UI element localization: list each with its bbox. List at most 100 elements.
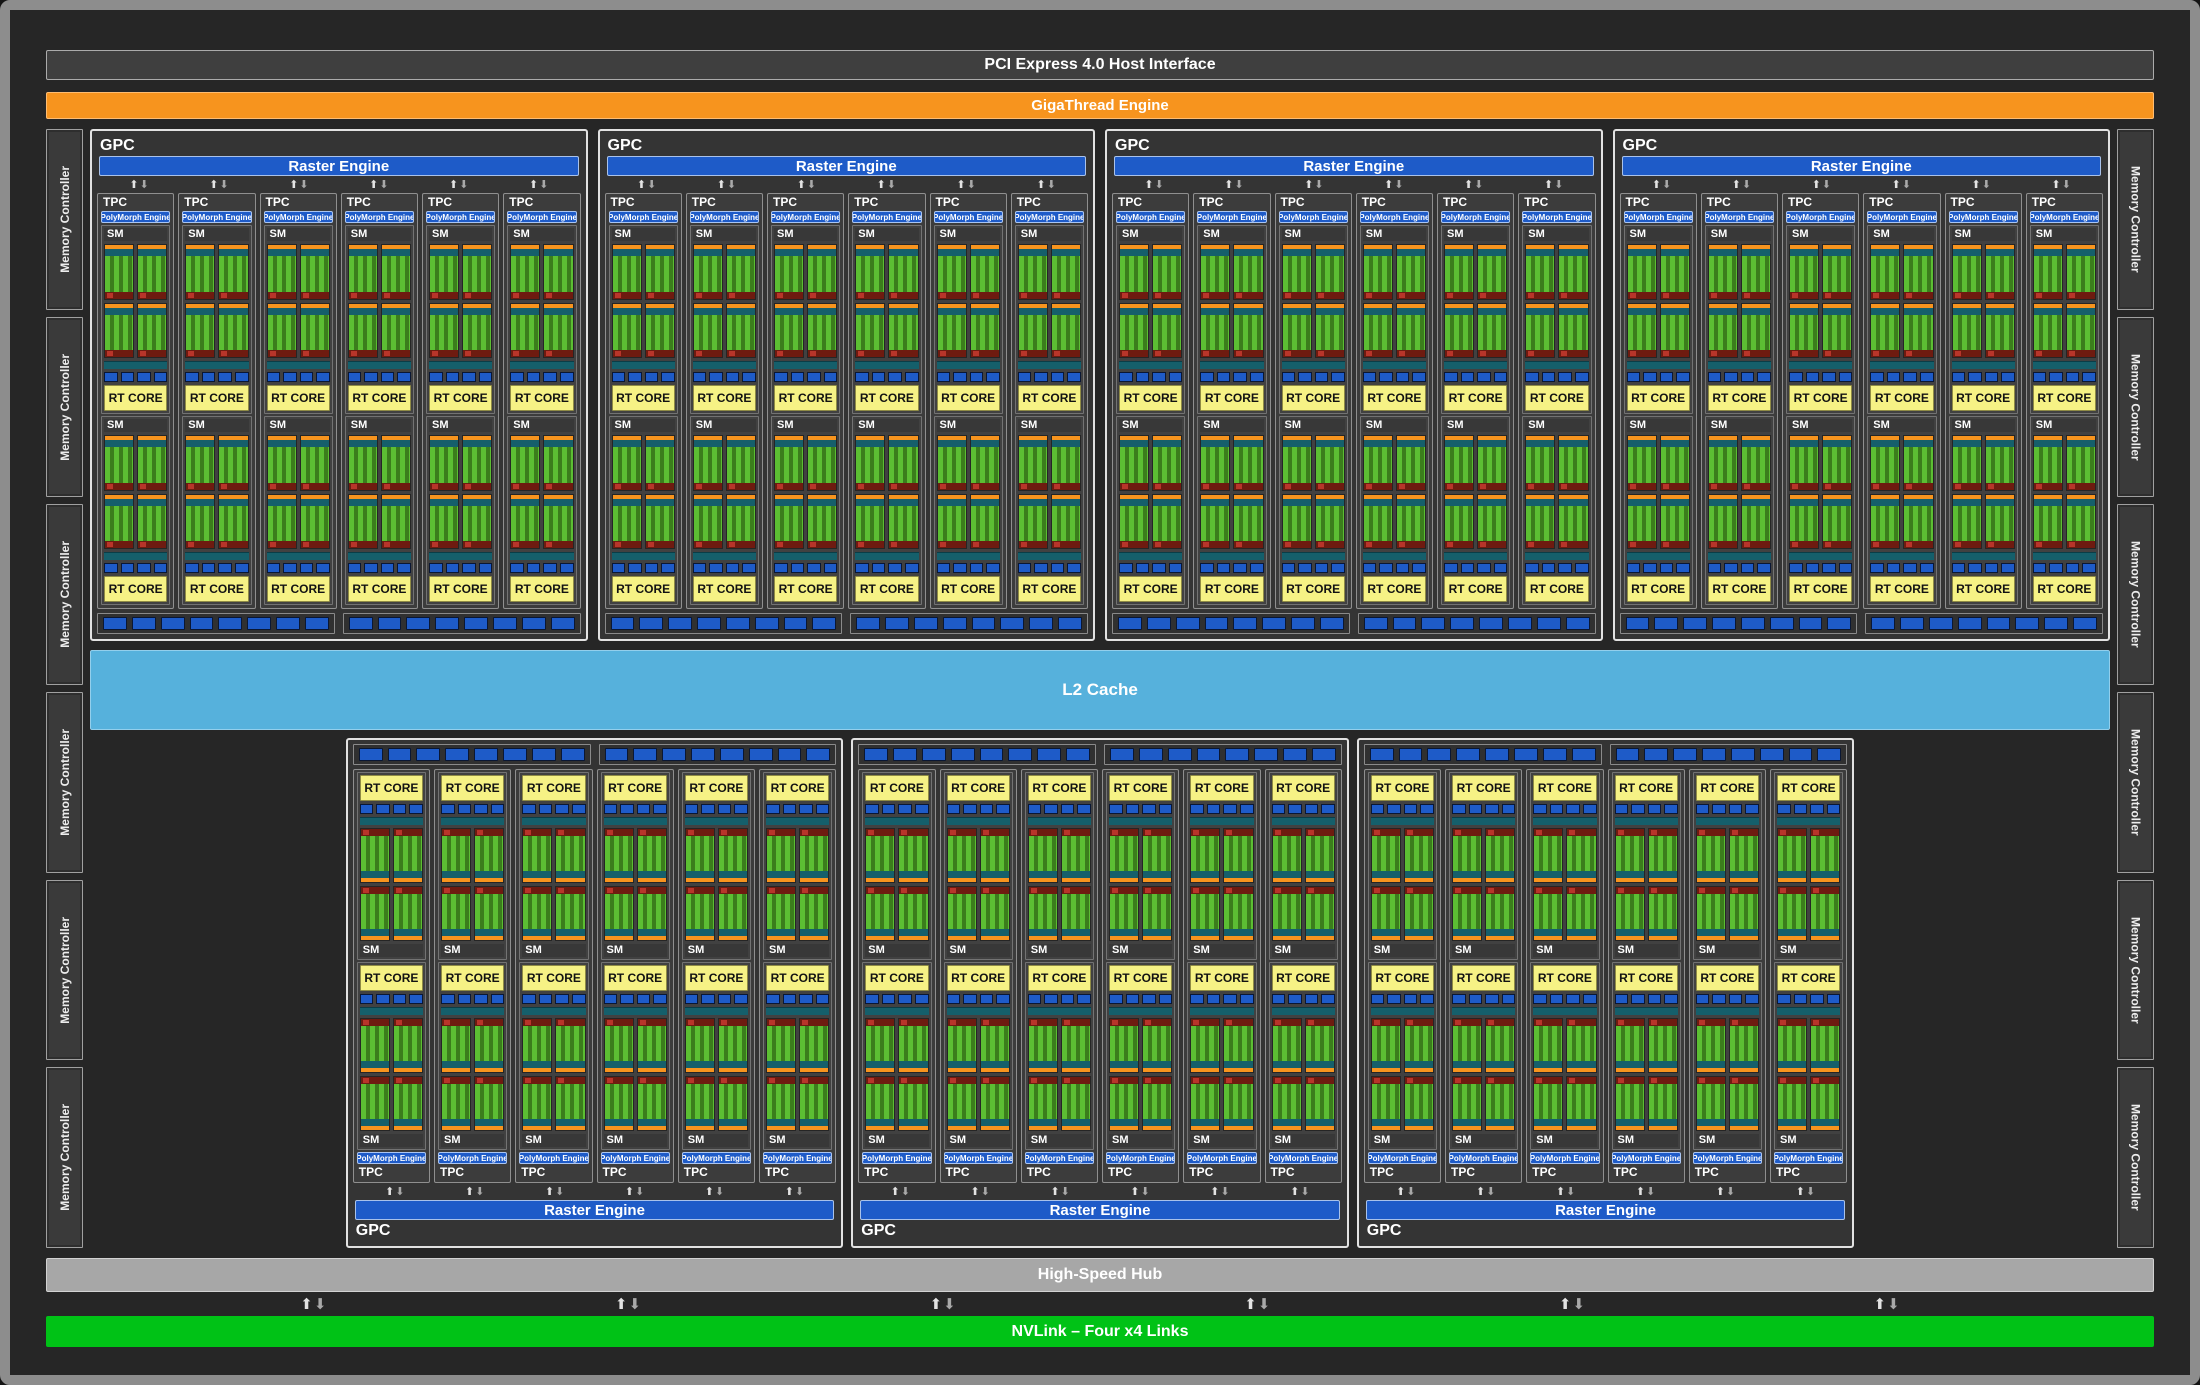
core-array [105,256,134,292]
arrow-up-icon: ⬆ [384,1185,395,1198]
core-array [1453,1026,1482,1061]
core-top-bar [1018,494,1047,499]
core-array [348,447,377,483]
core-array [1153,505,1182,541]
core-bottom-bar [1143,887,1172,894]
lsu-segment [1789,563,1803,573]
core-top-bar [267,245,296,249]
core-block [137,302,168,358]
lsu-segment [1626,372,1641,382]
sm-label: SM [1281,228,1345,241]
core-bottom-bar [1315,291,1344,299]
core-block [1566,1018,1597,1073]
core-corner-cell [647,483,654,489]
core-bottom-bar [1615,1077,1644,1084]
core-bottom-bar [1534,1019,1563,1026]
core-grid [441,1018,505,1131]
lsu-row [1200,372,1264,382]
core-mid-bar [1904,249,1933,256]
core-top-bar [267,303,296,308]
core-top-bar [1028,936,1057,940]
core-top-bar [1191,1126,1220,1130]
core-bottom-bar [1627,350,1656,357]
core-mid-bar [937,498,966,506]
core-bottom-bar [442,1077,471,1084]
core-corner-cell [1203,483,1210,489]
core-array [1371,1084,1400,1119]
lsu-row [855,372,919,382]
lsu-segment [782,994,797,1004]
lsu-row [774,372,838,382]
core-block [137,493,168,549]
core-mid-bar [1028,1119,1057,1126]
lsu-segment [1707,563,1722,573]
polymorph-engine-badge: PolyMorph Engine [1116,211,1186,223]
core-array [1051,314,1080,350]
sm-label: SM [266,228,330,241]
core-bottom-bar [1811,829,1840,836]
core-mid-bar [1453,1119,1482,1126]
sm-label: SM [766,1134,830,1147]
core-bottom-bar [1567,887,1596,894]
polymorph-engine-badge: PolyMorph Engine [507,211,577,223]
memory-controller-label: Memory Controller [57,541,72,649]
lsu-segment [1281,372,1296,382]
core-top-bar [393,878,422,882]
edge-strips-row [858,744,1342,765]
l1-cache-bar [1707,552,1771,560]
lsu-segment [953,372,967,382]
core-corner-cell [891,542,898,547]
tpc-label: TPC [1369,1165,1394,1179]
sm-label: SM [946,944,1010,957]
lsu-segment [1525,372,1539,382]
core-mid-bar [1478,307,1507,315]
lsu-segment [636,804,651,814]
core-bottom-bar [1696,1077,1725,1084]
lsu-segment [1805,372,1820,382]
lsu-segment [1271,994,1286,1004]
lsu-segment [1067,563,1081,573]
core-block [1109,828,1140,883]
sm-label: SM [1533,1134,1597,1147]
core-block [1533,1076,1564,1131]
sm-label: SM [774,228,838,241]
core-mid-bar [1272,1061,1301,1068]
tpc-block: TPC PolyMorph Engine SM RT CORE SM RT CORE [858,769,936,1183]
core-block [1152,435,1183,491]
core-grid [347,435,411,549]
core-array [544,447,573,483]
core-corner-cell [432,292,438,298]
lsu-row [429,372,493,382]
rt-core: RT CORE [1190,775,1254,801]
sm-block: SM RT CORE [608,416,678,605]
tpc-label: TPC [2031,195,2056,209]
l1-cache-bar [522,1007,586,1015]
core-corner-cell [1825,351,1832,356]
l1-cache-bar [1789,361,1853,369]
core-block [1119,302,1150,358]
tpc-label: TPC [358,1165,383,1179]
lsu-segment [1549,804,1564,814]
core-bottom-bar [1018,291,1047,299]
lsu-row [1370,804,1434,814]
core-array [1729,894,1758,929]
lsu-segment [1420,804,1434,814]
core-array [2033,314,2062,350]
core-array [970,256,999,292]
core-block [1984,302,2015,358]
core-mid-bar [511,440,540,447]
core-block [1477,244,1508,300]
core-bottom-bar [1051,541,1080,548]
edge-segment [1928,617,1953,630]
edge-segment [725,617,750,630]
l1-cache-bar [1614,817,1678,825]
sm-block: SM RT CORE [2029,416,2099,605]
core-array [523,836,552,871]
core-array [105,505,134,541]
core-corner-cell [1710,542,1717,547]
core-block [1533,1018,1564,1073]
arrow-up-icon: ⬆ [129,178,139,191]
core-top-bar [1904,245,1933,249]
core-mid-bar [1110,1061,1139,1068]
lsu-segment [1968,372,1982,382]
